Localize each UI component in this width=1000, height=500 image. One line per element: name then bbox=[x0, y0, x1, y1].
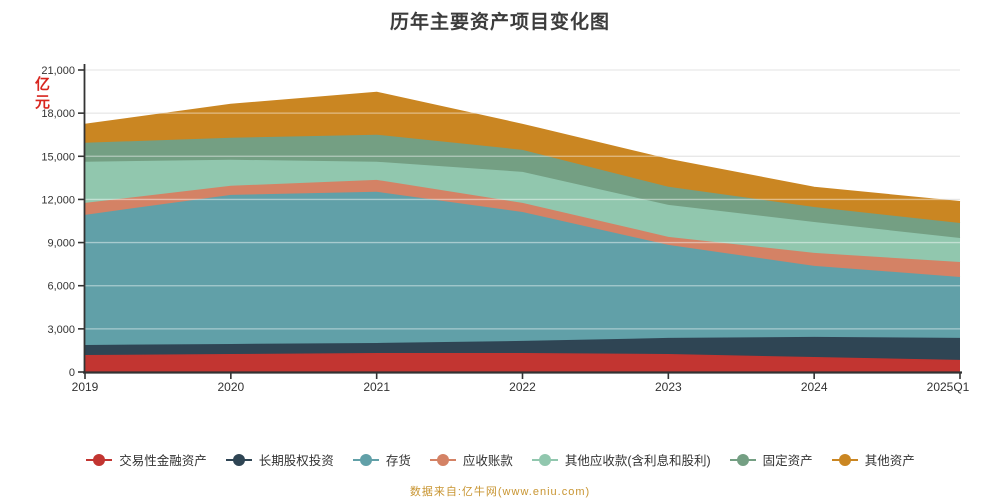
x-axis-tick-label: 2021 bbox=[363, 380, 390, 394]
legend-item-4[interactable]: 其他应收款(含利息和股利) bbox=[531, 450, 711, 469]
area-series-5[interactable] bbox=[85, 134, 960, 238]
area-series-4[interactable] bbox=[85, 159, 960, 262]
x-axis-tick-label: 2022 bbox=[509, 380, 536, 394]
legend-item-2[interactable]: 存货 bbox=[352, 450, 411, 469]
x-axis-tick-label: 2023 bbox=[655, 380, 682, 394]
y-axis-tick-label: 0 bbox=[69, 367, 75, 379]
legend-item-label: 存货 bbox=[385, 454, 411, 468]
legend-item-label: 固定资产 bbox=[762, 454, 813, 468]
y-axis-tick-label: 15,000 bbox=[41, 151, 75, 163]
x-axis-tick-label: 2019 bbox=[72, 380, 99, 394]
area-series-1[interactable] bbox=[85, 336, 960, 360]
legend-item-0[interactable]: 交易性金融资产 bbox=[85, 450, 207, 469]
y-axis-tick-label: 12,000 bbox=[41, 194, 75, 206]
source-note: 数据来自:亿牛网(www.eniu.com) bbox=[409, 486, 591, 498]
area-series-6[interactable] bbox=[85, 92, 960, 224]
legend: 交易性金融资产 长期股权投资 存货 应收账款 其他应收款(含利息和股利) 固定资产 其他资产 bbox=[0, 450, 1000, 469]
y-axis-tick-label: 3,000 bbox=[47, 324, 75, 336]
area-series-2[interactable] bbox=[85, 191, 960, 345]
x-axis-tick-label: 2020 bbox=[217, 380, 244, 394]
legend-marker-icon bbox=[531, 453, 558, 466]
legend-item-6[interactable]: 其他资产 bbox=[831, 450, 915, 469]
legend-item-label: 其他资产 bbox=[864, 454, 915, 468]
chart-title: 历年主要资产项目变化图 bbox=[389, 12, 610, 33]
legend-item-1[interactable]: 长期股权投资 bbox=[225, 450, 334, 469]
legend-marker-icon bbox=[831, 453, 858, 466]
y-axis-unit-label: 亿元 bbox=[33, 76, 50, 112]
y-axis-tick-label: 6,000 bbox=[47, 281, 75, 293]
y-axis-tick-label: 9,000 bbox=[47, 238, 75, 250]
legend-marker-icon bbox=[729, 453, 756, 466]
legend-marker-icon bbox=[86, 453, 113, 466]
legend-item-label: 应收账款 bbox=[462, 454, 513, 468]
line-series-6 bbox=[84, 91, 961, 204]
area-series-0[interactable] bbox=[85, 353, 960, 372]
legend-item-label: 交易性金融资产 bbox=[119, 454, 207, 468]
legend-marker-icon bbox=[225, 453, 252, 466]
legend-item-3[interactable]: 应收账款 bbox=[429, 450, 513, 469]
legend-item-label: 其他应收款(含利息和股利) bbox=[564, 454, 711, 468]
x-axis-tick-label: 2025Q1 bbox=[927, 380, 970, 394]
area-series-3[interactable] bbox=[85, 179, 960, 277]
y-axis-tick-label: 21,000 bbox=[41, 65, 75, 77]
x-axis-tick-label: 2024 bbox=[801, 380, 828, 394]
legend-marker-icon bbox=[352, 453, 379, 466]
legend-marker-icon bbox=[429, 453, 456, 466]
legend-item-5[interactable]: 固定资产 bbox=[729, 450, 813, 469]
legend-item-label: 长期股权投资 bbox=[258, 454, 334, 468]
y-axis-tick-label: 18,000 bbox=[41, 108, 75, 120]
